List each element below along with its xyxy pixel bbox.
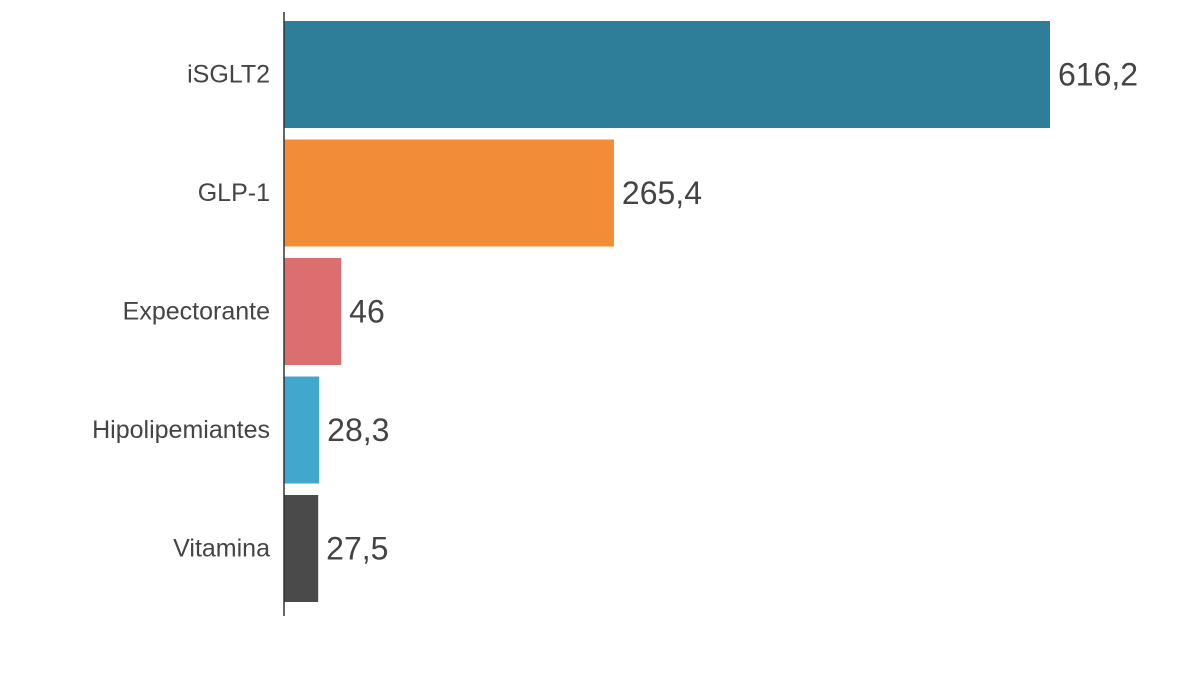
value-label-3: 28,3 [327,412,389,448]
bar-2 [284,258,342,365]
value-label-4: 27,5 [326,531,388,567]
category-label-1: GLP-1 [198,179,270,207]
value-labels-layer: 616,2 265,4 46 28,3 27,5 [326,57,1138,567]
bar-0 [284,21,1050,128]
bar-3 [284,376,320,484]
category-label-0: iSGLT2 [187,61,270,89]
value-label-1: 265,4 [622,175,702,211]
bars-layer [284,21,1050,602]
bar-4 [284,495,319,602]
value-label-2: 46 [349,294,385,330]
category-label-4: Vitamina [173,535,270,563]
category-labels-layer: iSGLT2 GLP-1 Expectorante Hipolipemiantes Vi… [92,61,270,563]
category-label-2: Expectorante [123,298,270,326]
bar-1 [284,139,614,247]
category-label-3: Hipolipemiantes [92,416,270,444]
value-label-0: 616,2 [1058,57,1138,93]
